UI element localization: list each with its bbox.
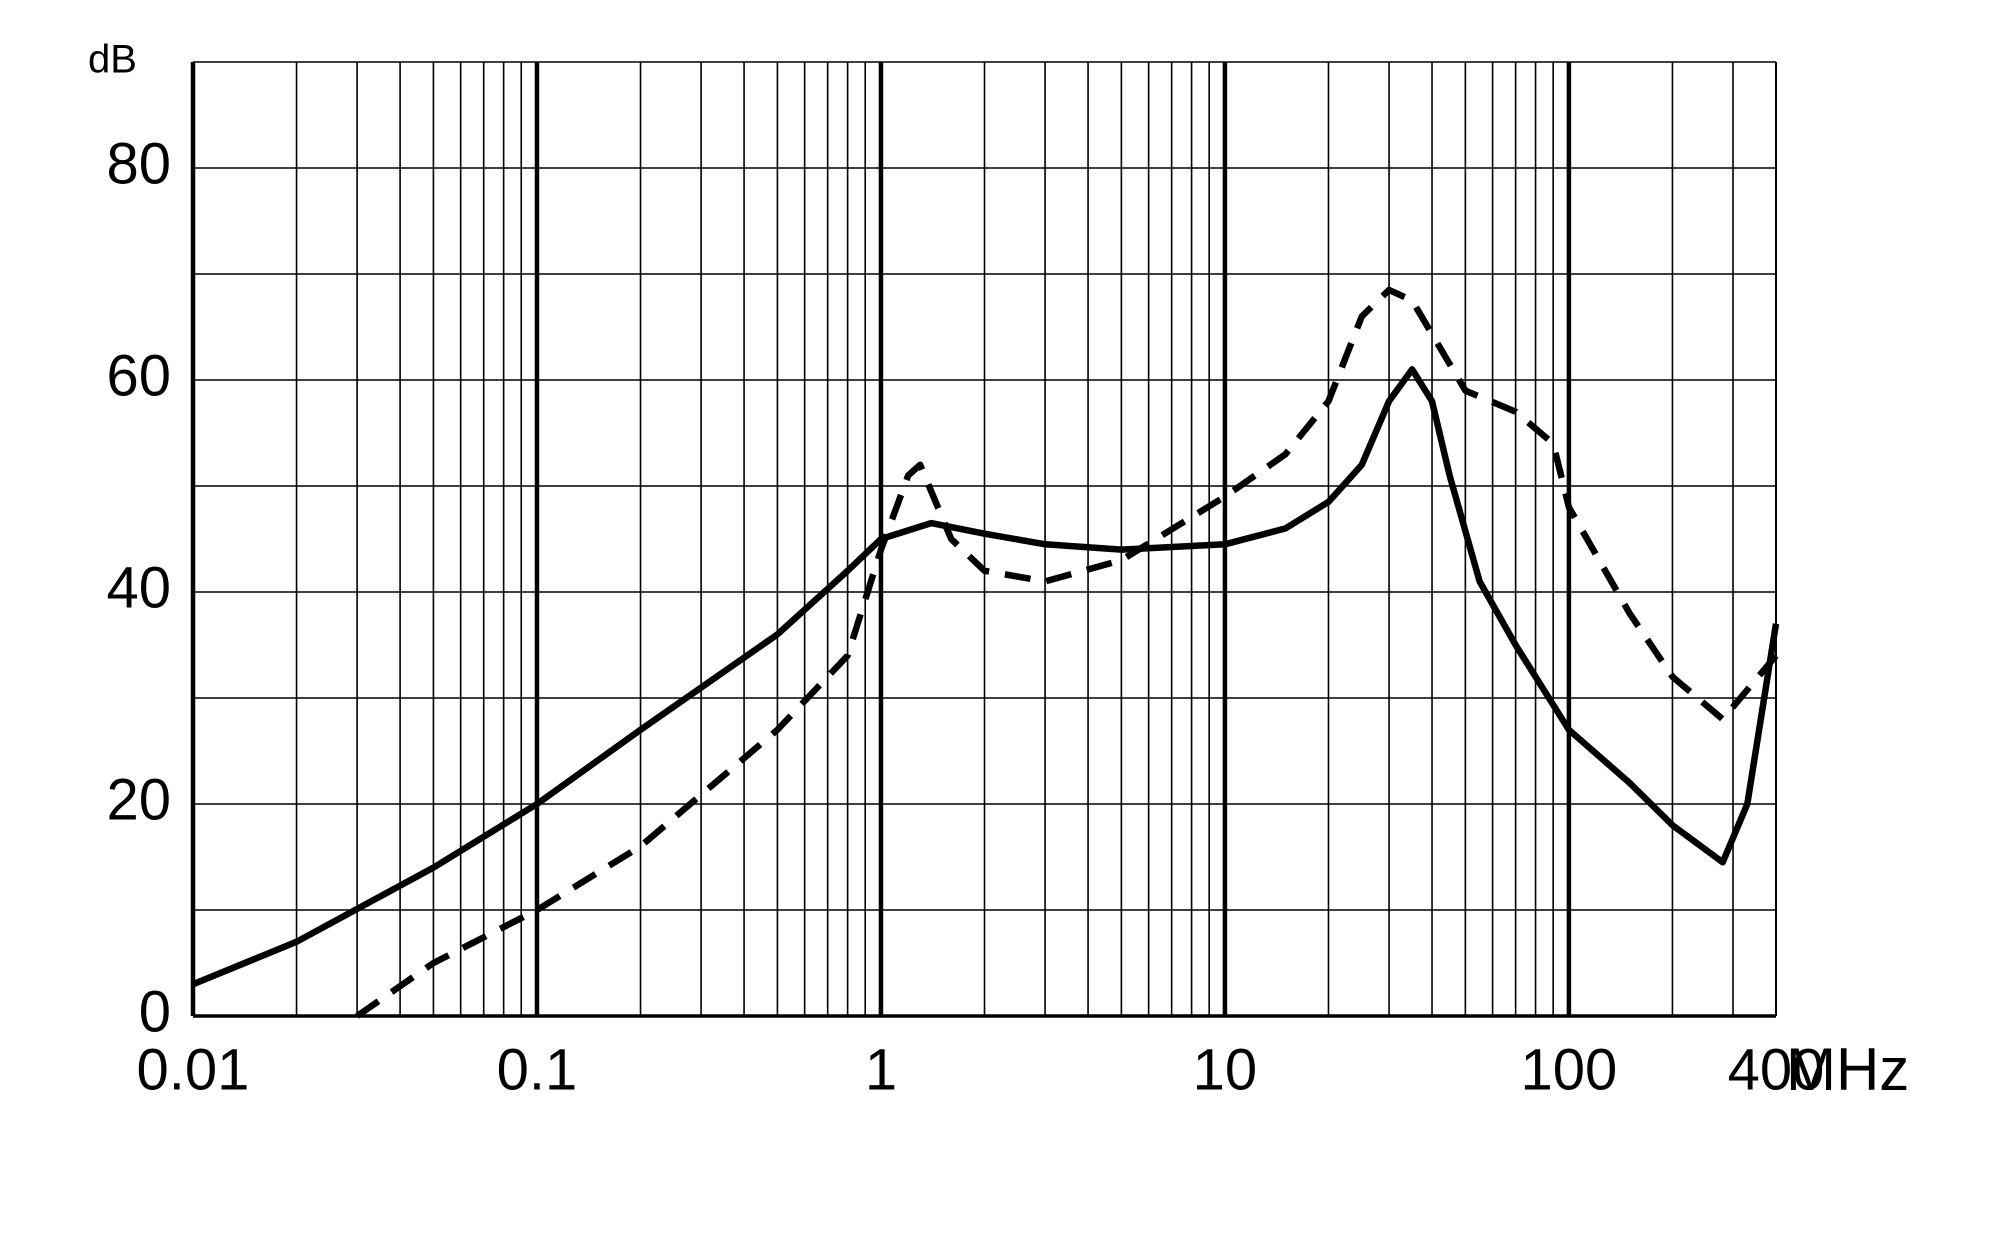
x-tick-label: 0.01 [137, 1037, 250, 1102]
y-tick-label: 60 [106, 343, 171, 408]
y-tick-label: 80 [106, 131, 171, 196]
y-axis-label: dB [88, 38, 137, 82]
plot-lines [191, 286, 1780, 1019]
x-tick-label: 10 [1193, 1037, 1258, 1102]
x-tick-label: 100 [1521, 1037, 1618, 1102]
x-tick-label: 400 [1728, 1037, 1825, 1102]
series-line [191, 366, 1780, 988]
y-tick-label: 0 [139, 979, 171, 1044]
y-tick-label: 40 [106, 555, 171, 620]
x-axis-label: MHz [1786, 1036, 1909, 1103]
grid [190, 61, 1777, 1018]
y-tick-label: 20 [106, 767, 171, 832]
x-tick-label: 0.1 [497, 1037, 578, 1102]
series-line [355, 286, 1779, 1019]
x-tick-label: 1 [865, 1037, 897, 1102]
